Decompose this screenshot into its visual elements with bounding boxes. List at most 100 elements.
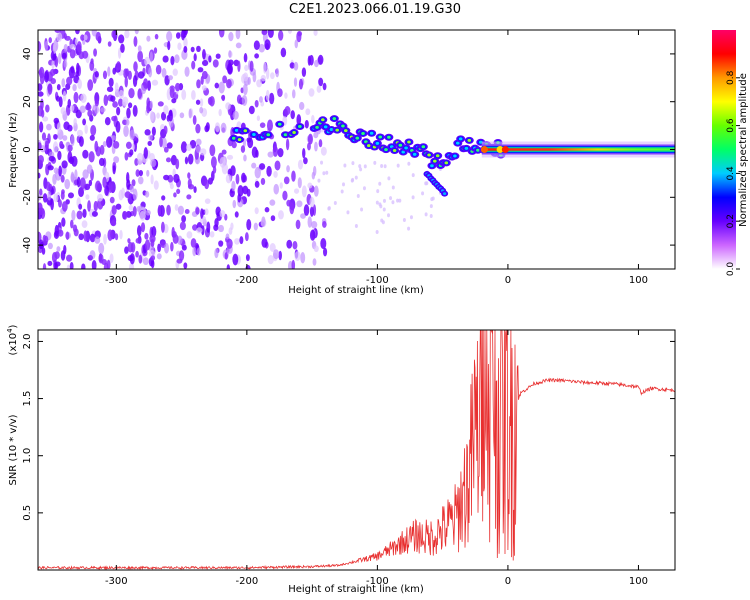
spectrogram-noise-blob — [382, 198, 386, 203]
spectrogram-signal-blob — [464, 146, 469, 150]
spectrogram-noise-blob — [127, 242, 134, 253]
spectrogram-noise-blob — [67, 144, 73, 152]
spectrogram-noise-blob — [309, 54, 314, 66]
spectrogram-noise-blob — [375, 229, 379, 234]
spectrogram-noise-blob — [120, 43, 125, 53]
spectrogram-noise-blob — [89, 233, 96, 243]
spectrogram-noise-blob — [297, 177, 302, 189]
spectrogram-noise-blob — [89, 60, 95, 72]
spectrogram-noise-blob — [168, 75, 174, 81]
spectrogram-noise-blob — [103, 233, 107, 245]
spectrogram-noise-blob — [129, 184, 135, 193]
spectrogram-noise-blob — [108, 77, 114, 88]
spectrogram-noise-blob — [129, 129, 135, 140]
spectrogram-noise-blob — [232, 253, 239, 266]
spectrogram-noise-blob — [255, 149, 259, 158]
spectrogram-x-tick-label: -100 — [366, 275, 389, 286]
snr-y-tick-label: 1.0 — [22, 448, 33, 464]
spectrogram-noise-blob — [356, 193, 360, 198]
spectrogram-signal-blob — [366, 144, 371, 148]
spectrogram-noise-blob — [286, 199, 292, 207]
spectrogram-noise-blob — [113, 140, 120, 149]
spectrogram-noise-blob — [181, 215, 187, 223]
spectrogram-noise-blob — [80, 34, 85, 41]
colorbar-gradient — [712, 30, 736, 269]
spectrogram-signal-blob — [430, 164, 434, 168]
spectrogram-noise-blob — [56, 246, 61, 252]
spectrogram-noise-blob — [144, 239, 151, 251]
spectrogram-noise-blob — [293, 61, 299, 71]
spectrogram-noise-blob — [300, 213, 306, 219]
spectrogram-noise-blob — [38, 105, 44, 117]
spectrogram-noise-blob — [91, 30, 97, 37]
spectrogram-noise-blob — [46, 123, 52, 131]
spectrogram-noise-blob — [176, 258, 183, 264]
spectrogram-noise-blob — [278, 250, 282, 261]
spectrogram-noise-blob — [196, 227, 203, 234]
spectrogram-noise-blob — [387, 176, 391, 181]
spectrogram-noise-blob — [172, 68, 178, 76]
spectrogram-noise-blob — [58, 52, 62, 65]
spectrogram-noise-blob — [150, 255, 156, 261]
spectrogram-noise-blob — [116, 61, 121, 71]
spectrogram-noise-blob — [132, 105, 138, 117]
spectrogram-noise-blob — [48, 155, 55, 162]
spectrogram-signal-blob — [453, 154, 457, 158]
spectrogram-noise-blob — [246, 219, 252, 231]
spectrogram-noise-blob — [142, 257, 149, 266]
spectrogram-noise-blob — [103, 94, 109, 107]
spectrogram-noise-blob — [391, 185, 395, 190]
spectrogram-noise-blob — [196, 45, 201, 53]
spectrogram-noise-blob — [65, 231, 70, 240]
spectrogram-noise-blob — [175, 32, 181, 39]
spectrogram-noise-blob — [150, 159, 157, 167]
spectrogram-noise-blob — [67, 192, 74, 199]
spectrogram-noise-blob — [359, 167, 363, 172]
spectrogram-noise-blob — [204, 179, 210, 190]
spectrogram-noise-blob — [389, 196, 393, 201]
spectrogram-noise-blob — [307, 133, 313, 145]
spectrogram-noise-blob — [41, 132, 47, 141]
spectrogram-noise-blob — [168, 109, 173, 117]
spectrogram-signal-blob — [476, 148, 480, 152]
spectrogram-noise-blob — [50, 78, 56, 85]
spectrogram-noise-blob — [52, 42, 57, 54]
spectrogram-noise-blob — [138, 254, 143, 264]
spectrogram-noise-blob — [95, 180, 101, 192]
spectrogram-noise-blob — [266, 119, 273, 132]
spectrogram-noise-blob — [409, 215, 413, 220]
spectrogram-noise-blob — [277, 88, 283, 98]
spectrogram-noise-blob — [294, 251, 301, 262]
spectrogram-noise-blob — [38, 91, 44, 97]
spectrogram-noise-blob — [314, 59, 319, 68]
snr-y-ticks: 0.5 1.0 1.5 2.0 — [22, 333, 675, 521]
spectrogram-noise-blob — [144, 129, 151, 136]
spectrogram-noise-blob — [60, 107, 67, 115]
spectrogram-noise-blob — [132, 75, 138, 88]
spectrogram-noise-blob — [70, 219, 74, 229]
spectrogram-noise-blob — [272, 249, 280, 260]
spectrogram-noise-blob — [269, 243, 276, 252]
spectrogram-noise-blob — [204, 125, 210, 133]
spectrogram-noise-blob — [164, 242, 170, 254]
spectrogram-noise-blob — [254, 99, 259, 108]
spectrogram-noise-blob — [59, 140, 64, 149]
spectrogram-noise-blob — [299, 101, 305, 111]
spectrogram-noise-blob — [190, 238, 197, 248]
spectrogram-noise-blob — [175, 158, 180, 170]
spectrogram-noise-blob — [297, 159, 304, 170]
spectrogram-noise-blob — [124, 191, 131, 199]
spectrogram-noise-blob — [267, 151, 274, 158]
spectrogram-noise-blob — [218, 30, 225, 38]
spectrogram-noise-blob — [61, 160, 68, 169]
spectrogram-noise-blob — [232, 199, 237, 209]
snr-x-tick-label: 0 — [505, 576, 511, 587]
spectrogram-noise-blob — [41, 247, 46, 255]
spectrogram-noise-blob — [125, 68, 130, 77]
spectrogram-signal-blob — [231, 136, 236, 140]
spectrogram-noise-blob — [76, 210, 83, 220]
spectrogram-noise-blob — [407, 161, 411, 166]
spectrogram-noise-blob — [351, 161, 355, 166]
spectrogram-noise-blob — [269, 199, 276, 206]
spectrogram-noise-blob — [293, 77, 298, 87]
